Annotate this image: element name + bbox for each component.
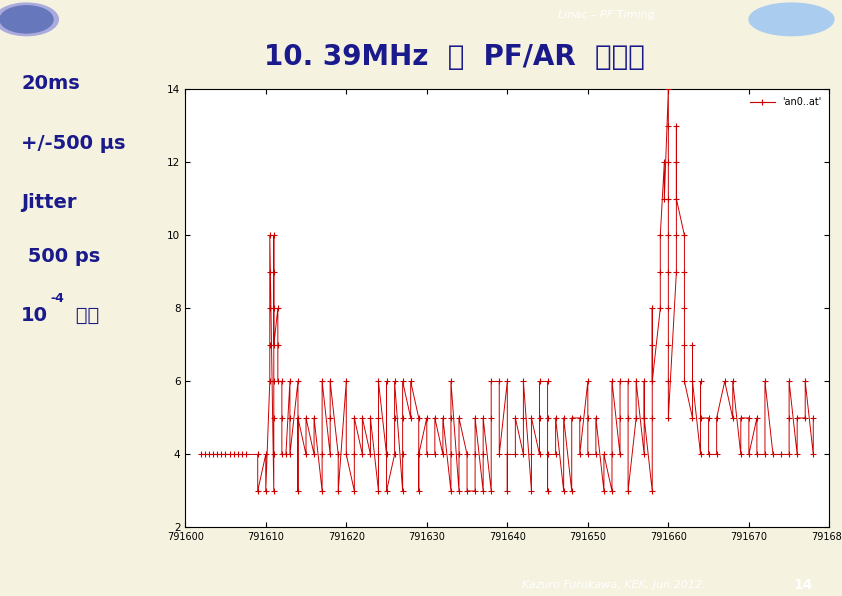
Text: 14: 14 [793, 578, 813, 592]
Text: Linac – PF Timing: Linac – PF Timing [558, 10, 654, 20]
Text: 範囲: 範囲 [69, 306, 99, 325]
Text: 20ms: 20ms [21, 74, 80, 93]
Text: Kazuro Furukawa, KEK, Jun.2012.: Kazuro Furukawa, KEK, Jun.2012. [522, 581, 706, 590]
Text: -4: -4 [50, 291, 64, 305]
Text: 10. 39MHz  と  PF/AR  の同期: 10. 39MHz と PF/AR の同期 [264, 43, 645, 70]
Circle shape [0, 6, 53, 33]
Text: +/-500 μs: +/-500 μs [21, 134, 125, 153]
Text: 10: 10 [21, 306, 48, 325]
Circle shape [749, 3, 834, 36]
Circle shape [0, 3, 58, 36]
Legend: 'an0..at': 'an0..at' [748, 94, 824, 110]
Text: 500 ps: 500 ps [21, 247, 100, 266]
Text: Jitter: Jitter [21, 193, 77, 212]
